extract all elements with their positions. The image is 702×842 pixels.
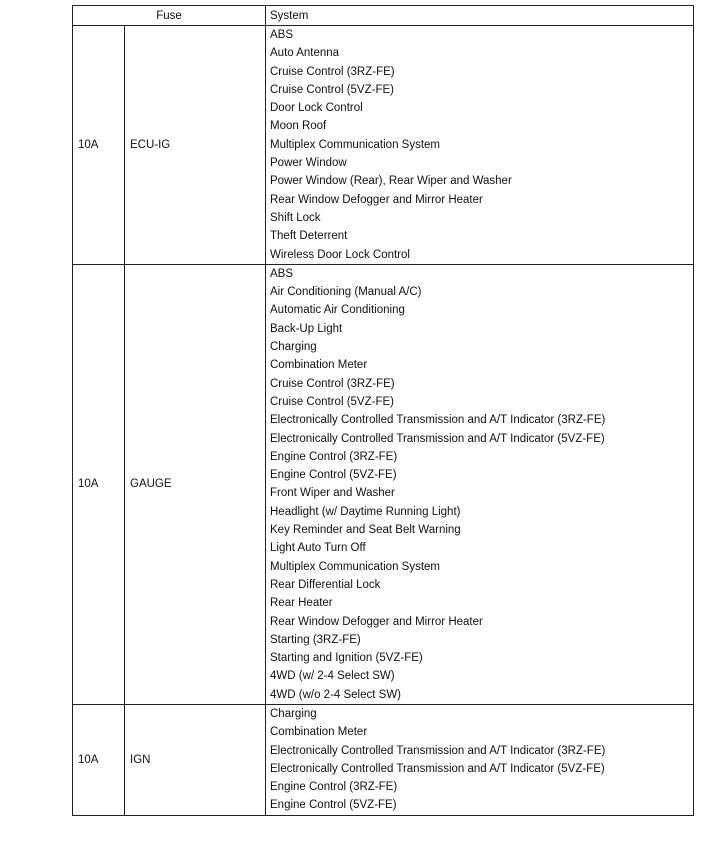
system-item: Starting and Ignition (5VZ-FE): [270, 652, 423, 665]
system-item: Cruise Control (3RZ-FE): [270, 65, 395, 78]
fuse-name: ECU-IG: [124, 25, 266, 265]
system-list: ABS Auto Antenna Cruise Control (3RZ-FE) Cr…: [265, 25, 694, 265]
system-item: Cruise Control (3RZ-FE): [270, 377, 395, 390]
system-item: Wireless Door Lock Control: [270, 248, 410, 261]
system-item: Auto Antenna: [270, 47, 340, 60]
system-item: Electronically Controlled Transmission a…: [270, 414, 606, 427]
system-item: Multiplex Communication System: [270, 560, 441, 573]
system-item: Combination Meter: [270, 726, 368, 739]
system-item: Moon Roof: [270, 120, 327, 133]
system-item: Engine Control (5VZ-FE): [270, 799, 397, 812]
system-item: Headlight (w/ Daytime Running Light): [270, 505, 461, 518]
header-row: Fuse System: [72, 5, 694, 26]
system-item: Power Window (Rear), Rear Wiper and Wash…: [270, 175, 512, 188]
fuse-name: GAUGE: [124, 263, 266, 705]
system-item: Key Reminder and Seat Belt Warning: [270, 524, 461, 537]
fuse-amperage: 10A: [72, 703, 125, 816]
fuse-table: Fuse System 10A ECU-IG ABS Auto Antenna Crui…: [72, 5, 694, 816]
system-item: Electronically Controlled Transmission a…: [270, 744, 606, 757]
system-item: Door Lock Control: [270, 102, 363, 115]
fuse-name: IGN: [124, 703, 266, 816]
system-item: 4WD (w/o 2-4 Select SW): [270, 688, 401, 701]
fuse-row: 10A ECU-IG ABS Auto Antenna Cruise Control (…: [72, 25, 694, 265]
header-system: System: [265, 5, 694, 26]
system-item: Shift Lock: [270, 211, 321, 224]
system-item: Starting (3RZ-FE): [270, 633, 361, 646]
system-item: Rear Window Defogger and Mirror Heater: [270, 615, 483, 628]
system-item: Theft Deterrent: [270, 230, 348, 243]
system-item: Air Conditioning (Manual A/C): [270, 286, 422, 299]
fuse-row: 10A IGN Charging Combination Meter Electroni…: [72, 703, 694, 816]
fuse-row: 10A GAUGE ABS Air Conditioning (Manual A/C)…: [72, 263, 694, 705]
system-item: Rear Heater: [270, 597, 333, 610]
system-item: Electronically Controlled Transmission a…: [270, 432, 605, 445]
system-item: Multiplex Communication System: [270, 138, 441, 151]
system-item: Cruise Control (5VZ-FE): [270, 83, 394, 96]
system-item: Cruise Control (5VZ-FE): [270, 395, 394, 408]
system-item: 4WD (w/ 2-4 Select SW): [270, 670, 395, 683]
system-item: Electronically Controlled Transmission a…: [270, 762, 605, 775]
system-item: Engine Control (5VZ-FE): [270, 469, 397, 482]
header-fuse: Fuse: [72, 5, 266, 26]
system-item: Front Wiper and Washer: [270, 487, 395, 500]
fuse-amperage: 10A: [72, 25, 125, 265]
system-item: Automatic Air Conditioning: [270, 304, 405, 317]
system-item: Back-Up Light: [270, 322, 343, 335]
system-item: Engine Control (3RZ-FE): [270, 450, 398, 463]
system-item: Light Auto Turn Off: [270, 542, 366, 555]
system-list: ABS Air Conditioning (Manual A/C) Automati…: [265, 263, 694, 705]
system-item: Power Window: [270, 157, 347, 170]
system-list: Charging Combination Meter Electronically …: [265, 703, 694, 816]
fuse-amperage: 10A: [72, 263, 125, 705]
system-item: Charging: [270, 341, 317, 354]
system-item: ABS: [270, 267, 294, 280]
system-item: Engine Control (3RZ-FE): [270, 781, 398, 794]
system-item: ABS: [270, 29, 294, 41]
system-item: Combination Meter: [270, 359, 368, 372]
system-item: Rear Differential Lock: [270, 578, 381, 591]
system-item: Charging: [270, 707, 317, 720]
system-item: Rear Window Defogger and Mirror Heater: [270, 193, 483, 206]
